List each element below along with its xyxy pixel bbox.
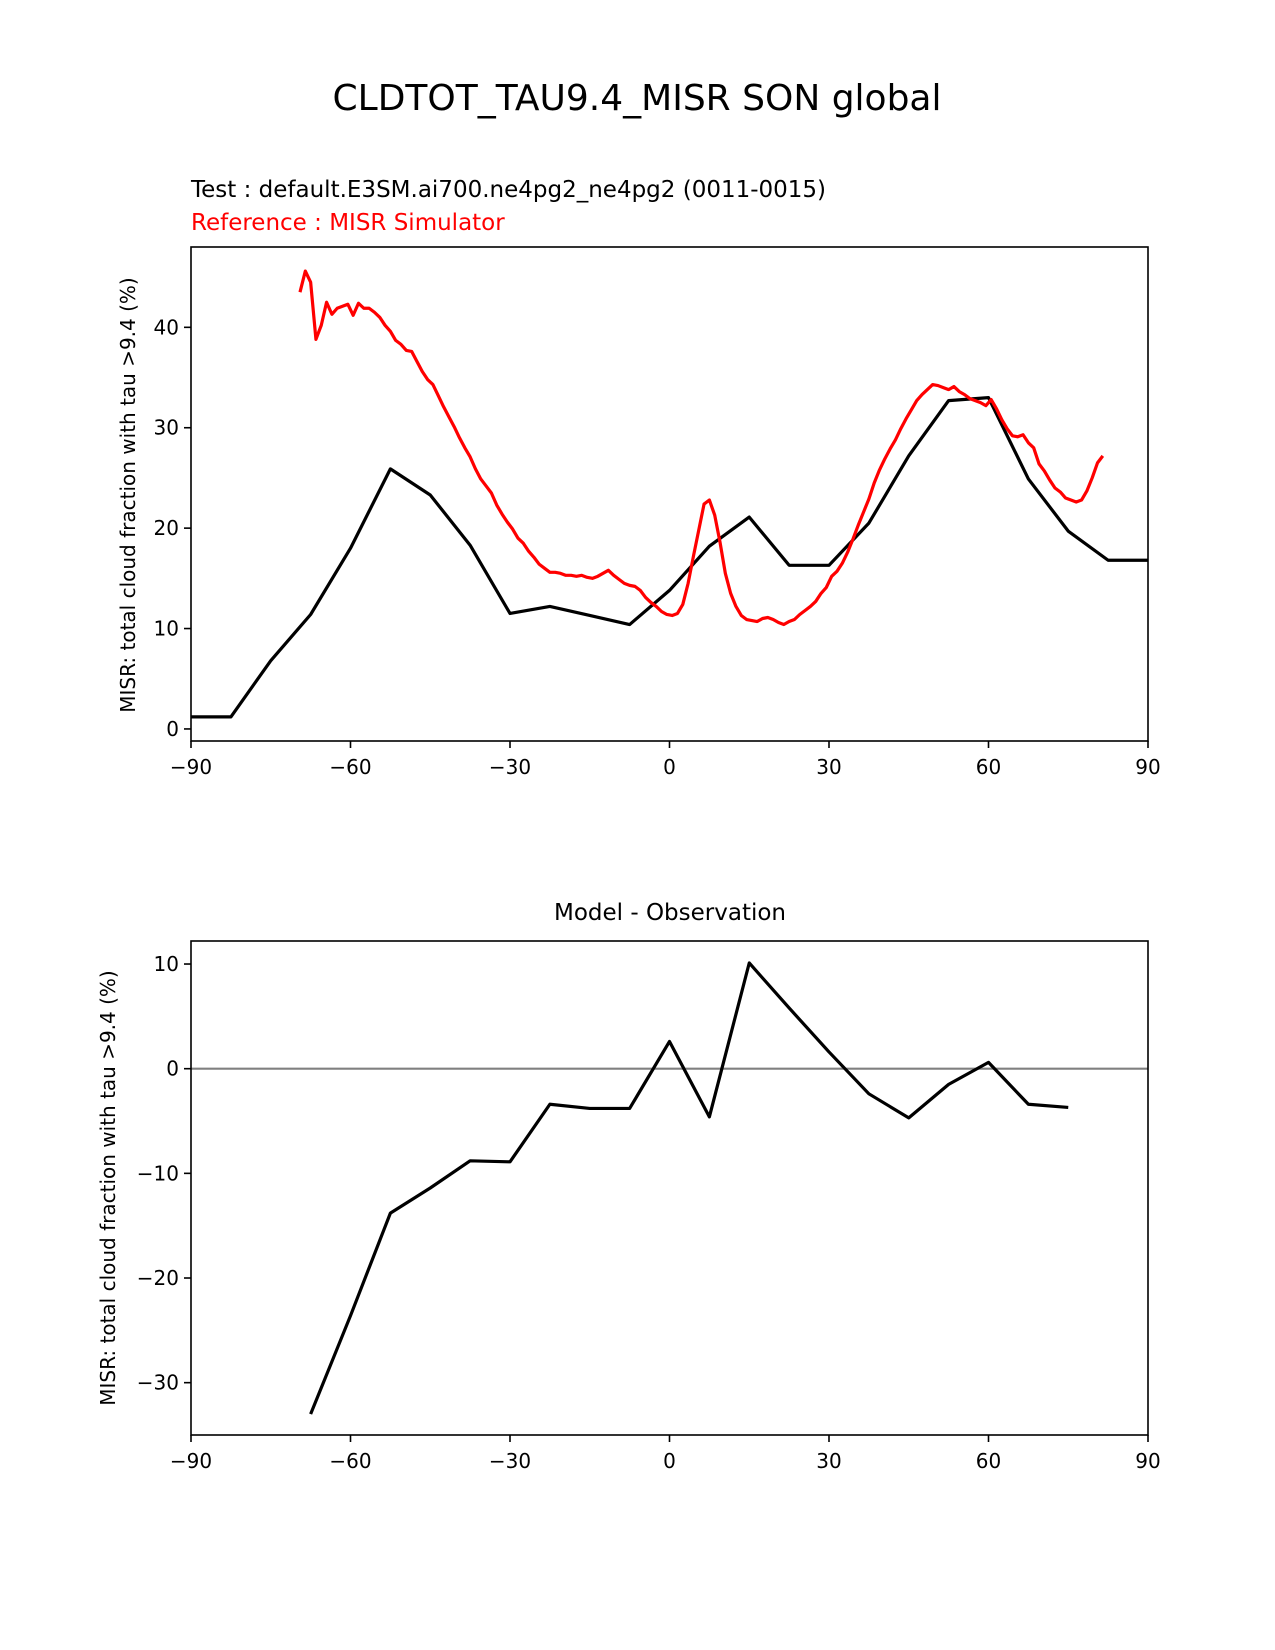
bottom-y-axis-label: MISR: total cloud fraction with tau >9.4… — [96, 970, 120, 1405]
top-x-tick-label: −90 — [170, 755, 212, 779]
bottom-x-tick-label: −90 — [170, 1449, 212, 1473]
test-series-line — [191, 396, 1148, 719]
top-y-tick-label: 0 — [166, 717, 179, 741]
top-x-tick-label: 0 — [663, 755, 676, 779]
bottom-x-tick-label: 30 — [816, 1449, 841, 1473]
top-x-tick-label: −60 — [329, 755, 371, 779]
test-label: Test : default.E3SM.ai700.ne4pg2_ne4pg2 … — [190, 177, 826, 203]
bottom-x-tick-label: −30 — [489, 1449, 531, 1473]
bottom-y-tick-label: −30 — [137, 1371, 179, 1395]
top-y-tick-label: 30 — [154, 416, 179, 440]
bottom-x-tick-label: 60 — [976, 1449, 1001, 1473]
top-panel: Test : default.E3SM.ai700.ne4pg2_ne4pg2 … — [116, 177, 1161, 779]
top-x-tick-label: 60 — [976, 755, 1001, 779]
bottom-y-tick-label: 10 — [154, 952, 179, 976]
top-x-tick-label: 90 — [1135, 755, 1160, 779]
top-y-axis-label: MISR: total cloud fraction with tau >9.4… — [116, 277, 140, 712]
top-y-tick-label: 40 — [154, 315, 179, 339]
top-y-tick-label: 10 — [154, 617, 179, 641]
bottom-x-tick-label: 90 — [1135, 1449, 1160, 1473]
bottom-plot-frame — [190, 940, 1149, 1436]
bottom-x-tick-label: 0 — [663, 1449, 676, 1473]
figure-title: CLDTOT_TAU9.4_MISR SON global — [333, 78, 942, 119]
top-y-tick-label: 20 — [154, 516, 179, 540]
bottom-y-tick-label: −10 — [137, 1161, 179, 1185]
reference-series-line — [298, 269, 1105, 627]
bottom-x-tick-label: −60 — [329, 1449, 371, 1473]
bottom-y-tick-label: 0 — [166, 1057, 179, 1081]
reference-label: Reference : MISR Simulator — [191, 210, 505, 236]
top-x-tick-label: 30 — [816, 755, 841, 779]
difference-series-line — [309, 961, 1069, 1415]
bottom-panel: Model - Observation MISR: total cloud fr… — [96, 900, 1161, 1473]
bottom-y-tick-label: −20 — [137, 1266, 179, 1290]
bottom-title: Model - Observation — [554, 900, 786, 926]
top-plot-frame — [190, 246, 1149, 742]
top-x-tick-label: −30 — [489, 755, 531, 779]
